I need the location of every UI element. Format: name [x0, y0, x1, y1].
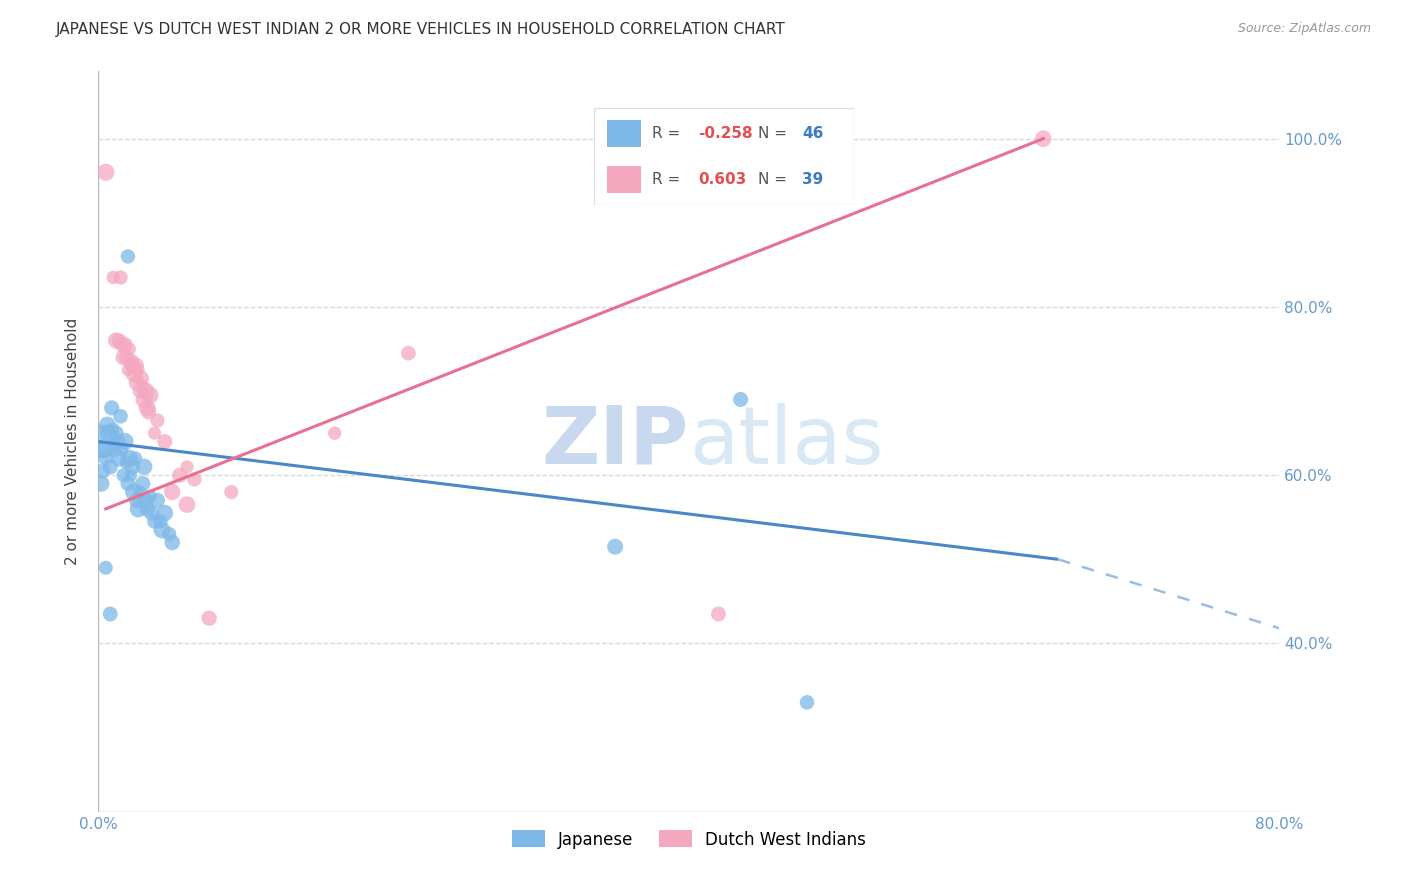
Point	[143, 426, 166, 441]
Point	[105, 334, 128, 348]
Point	[139, 388, 162, 402]
Point	[153, 434, 176, 449]
Point	[796, 695, 818, 709]
Point	[120, 468, 142, 483]
Point	[730, 392, 752, 407]
Point	[94, 165, 117, 179]
Point	[122, 368, 145, 382]
Point	[124, 451, 146, 466]
Text: Source: ZipAtlas.com: Source: ZipAtlas.com	[1237, 22, 1371, 36]
Point	[117, 363, 139, 377]
Point	[150, 523, 173, 537]
Point	[128, 485, 150, 500]
Point	[162, 535, 183, 549]
Point	[110, 409, 132, 424]
Point	[90, 434, 112, 449]
Point	[90, 476, 112, 491]
Point	[112, 351, 135, 365]
Point	[125, 376, 148, 390]
Point	[127, 363, 149, 377]
Point	[129, 371, 152, 385]
Point	[162, 485, 183, 500]
Point	[110, 270, 132, 285]
Point	[121, 359, 143, 373]
Point	[135, 384, 157, 398]
Point	[108, 451, 131, 466]
Point	[125, 493, 148, 508]
Y-axis label: 2 or more Vehicles in Household: 2 or more Vehicles in Household	[65, 318, 80, 566]
Point	[105, 426, 128, 441]
Point	[103, 270, 125, 285]
Point	[112, 468, 135, 483]
Point	[118, 342, 141, 356]
Point	[143, 515, 166, 529]
Point	[96, 417, 118, 432]
Point	[141, 506, 163, 520]
Point	[97, 426, 120, 441]
Point	[183, 472, 205, 486]
Point	[135, 493, 157, 508]
Point	[605, 540, 627, 554]
Point	[117, 250, 139, 264]
Point	[93, 442, 115, 457]
Point	[1032, 131, 1054, 145]
Text: JAPANESE VS DUTCH WEST INDIAN 2 OR MORE VEHICLES IN HOUSEHOLD CORRELATION CHART: JAPANESE VS DUTCH WEST INDIAN 2 OR MORE …	[56, 22, 786, 37]
Point	[134, 459, 156, 474]
Point	[94, 451, 117, 466]
Point	[122, 485, 145, 500]
Point	[398, 346, 420, 360]
Point	[707, 607, 730, 621]
Point	[132, 476, 155, 491]
Point	[146, 413, 169, 427]
Point	[149, 515, 172, 529]
Point	[136, 501, 159, 516]
Point	[108, 334, 131, 348]
Point	[124, 359, 146, 373]
Point	[107, 434, 129, 449]
Point	[94, 560, 117, 574]
Point	[100, 401, 122, 415]
Point	[117, 476, 139, 491]
Point	[114, 434, 136, 449]
Point	[169, 468, 191, 483]
Point	[134, 392, 156, 407]
Point	[111, 338, 134, 352]
Text: atlas: atlas	[689, 402, 883, 481]
Point	[114, 338, 136, 352]
Point	[153, 506, 176, 520]
Point	[121, 459, 143, 474]
Point	[128, 384, 150, 398]
Point	[120, 354, 142, 368]
Point	[111, 442, 134, 457]
Point	[132, 380, 155, 394]
Point	[115, 456, 138, 470]
Point	[198, 611, 221, 625]
Legend: Japanese, Dutch West Indians: Japanese, Dutch West Indians	[505, 823, 873, 855]
Point	[136, 401, 159, 415]
Point	[104, 442, 127, 457]
Text: ZIP: ZIP	[541, 402, 689, 481]
Point	[118, 451, 141, 466]
Point	[127, 501, 149, 516]
Point	[139, 489, 162, 503]
Point	[323, 426, 346, 441]
Point	[146, 493, 169, 508]
Point	[138, 405, 160, 419]
Point	[98, 459, 121, 474]
Point	[91, 464, 114, 478]
Point	[98, 607, 121, 621]
Point	[221, 485, 243, 500]
Point	[157, 527, 180, 541]
Point	[176, 459, 198, 474]
Point	[176, 498, 198, 512]
Point	[103, 422, 125, 436]
Point	[115, 351, 138, 365]
